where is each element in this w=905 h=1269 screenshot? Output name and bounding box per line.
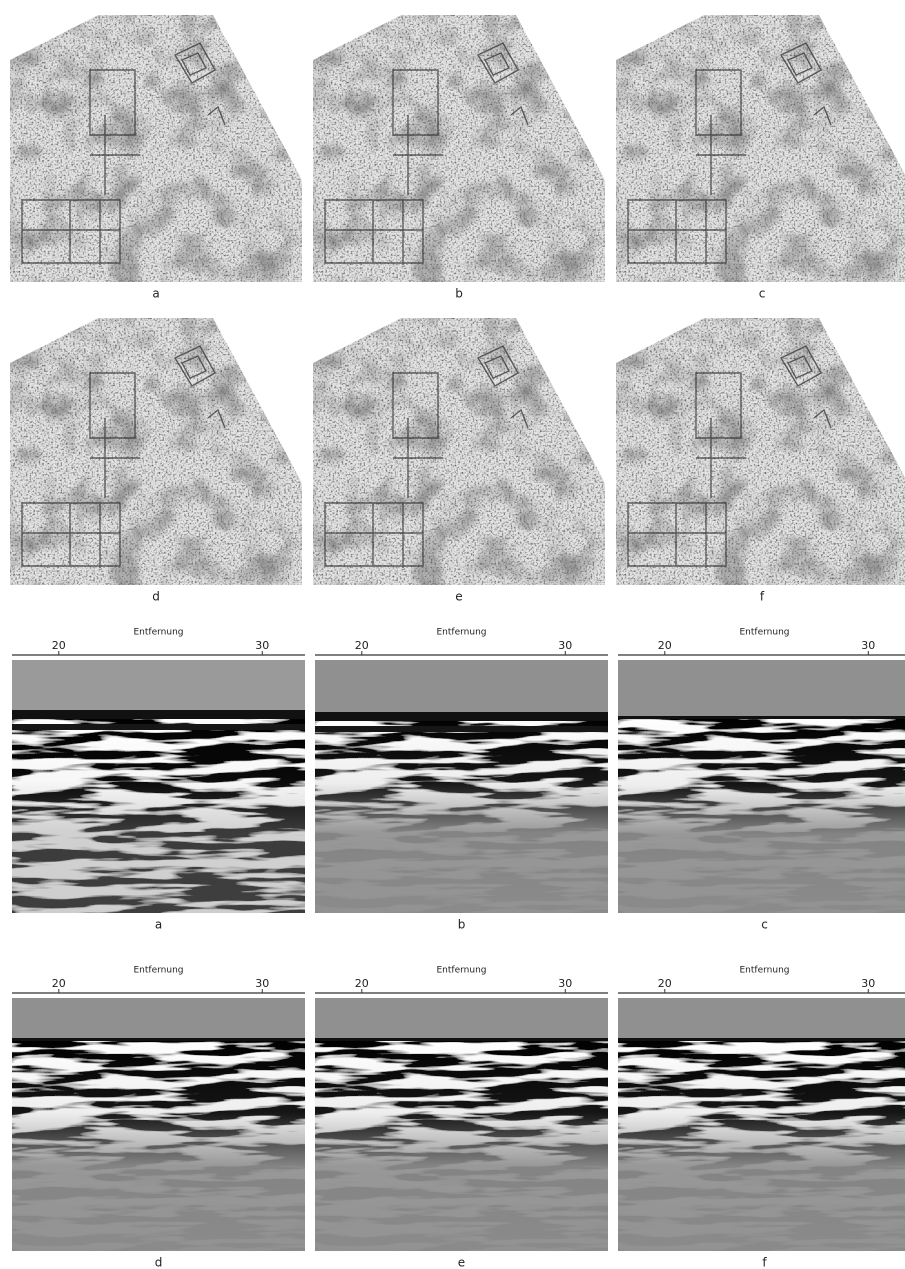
panel-label: c [759, 287, 766, 301]
tick-label: 30 [255, 639, 269, 652]
radargram-fade [618, 716, 905, 913]
map-image [10, 15, 302, 282]
surface-reflection [315, 726, 608, 732]
tick-label: 30 [558, 977, 572, 990]
tick-label: 20 [658, 977, 672, 990]
radargram-fade [12, 1038, 305, 1251]
panel-label: c [761, 918, 768, 932]
map-panel [313, 318, 605, 585]
surface-reflection [618, 716, 905, 719]
map-image [10, 318, 302, 585]
panel-label: a [152, 287, 159, 301]
surface-reflection [618, 1038, 905, 1041]
surface-reflection [12, 724, 305, 730]
radargram-fade [315, 1038, 608, 1251]
radargram-fade [618, 1038, 905, 1251]
surface-reflection [315, 712, 608, 721]
map-panel [10, 318, 302, 585]
panel-label: f [760, 590, 765, 604]
tick-label: 20 [355, 639, 369, 652]
panel-label: f [762, 1256, 767, 1269]
map-image [616, 318, 905, 585]
panel-label: a [155, 918, 162, 932]
axis-title: Entfernung [740, 628, 790, 638]
panel-label: d [155, 1256, 163, 1269]
tick-label: 20 [52, 639, 66, 652]
panel-label: b [458, 918, 466, 932]
tick-label: 20 [355, 977, 369, 990]
surface-reflection [12, 710, 305, 719]
radargram-fade [12, 710, 305, 913]
axis-title: Entfernung [740, 966, 790, 976]
tick-label: 30 [861, 639, 875, 652]
axis-title: Entfernung [437, 628, 487, 638]
map-image [616, 15, 905, 282]
radargram [315, 660, 608, 913]
tick-label: 30 [255, 977, 269, 990]
surface-reflection [315, 1038, 608, 1041]
axis-title: Entfernung [134, 628, 184, 638]
radargram [12, 660, 305, 913]
map-image [313, 15, 605, 282]
map-panel [313, 15, 605, 282]
panel-label: e [455, 590, 462, 604]
map-panel [616, 15, 905, 282]
axis-title: Entfernung [437, 966, 487, 976]
map-panel [10, 15, 302, 282]
panel-label: b [455, 287, 463, 301]
radargram [618, 660, 905, 913]
figure: a b c d e f Entfernung 20 30 a Entfernung 20 30 b Entf… [0, 0, 905, 1269]
map-panel [616, 318, 905, 585]
axis-title: Entfernung [134, 966, 184, 976]
radargram [12, 998, 305, 1251]
surface-reflection [12, 1038, 305, 1041]
radargram-fade [315, 712, 608, 913]
radargram [618, 998, 905, 1251]
tick-label: 30 [861, 977, 875, 990]
tick-label: 20 [658, 639, 672, 652]
map-image [313, 318, 605, 585]
tick-label: 20 [52, 977, 66, 990]
radargram [315, 998, 608, 1251]
tick-label: 30 [558, 639, 572, 652]
panel-label: e [458, 1256, 465, 1269]
panel-label: d [152, 590, 160, 604]
